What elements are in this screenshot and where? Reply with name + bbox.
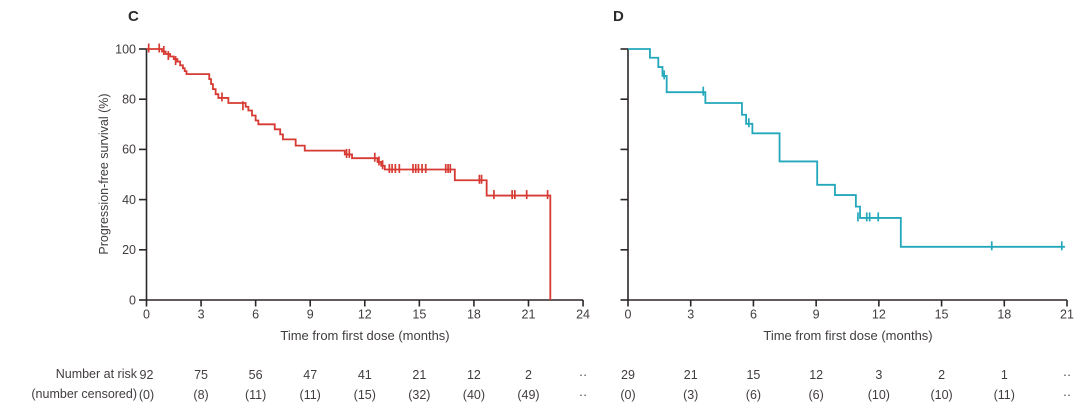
censored-value-d: (10) (868, 388, 890, 402)
y-tick-label-c: 100 (115, 42, 136, 56)
at-risk-value-d: 1 (1001, 368, 1008, 382)
at-risk-value-c: ·· (579, 368, 587, 382)
x-tick-label-c: 0 (143, 308, 150, 322)
at-risk-value-d: 21 (684, 368, 698, 382)
x-tick-label-d: 3 (687, 308, 694, 322)
y-tick-label-c: 0 (129, 293, 136, 307)
censored-value-c: (32) (408, 388, 430, 402)
at-risk-value-c: 41 (358, 368, 372, 382)
x-tick-label-d: 9 (813, 308, 820, 322)
at-risk-value-c: 12 (467, 368, 481, 382)
at-risk-value-d: 15 (746, 368, 760, 382)
at-risk-value-c: 21 (412, 368, 426, 382)
x-tick-label-c: 3 (198, 308, 205, 322)
x-axis-title-c: Time from first dose (months) (280, 328, 450, 343)
at-risk-value-c: 92 (140, 368, 154, 382)
x-tick-label-d: 21 (1060, 308, 1074, 322)
number-censored-label: (number censored) (31, 387, 137, 401)
at-risk-value-d: 3 (875, 368, 882, 382)
censored-value-c: (8) (193, 388, 208, 402)
at-risk-value-d: 29 (621, 368, 635, 382)
censored-value-c: (11) (300, 388, 321, 402)
x-tick-label-d: 6 (750, 308, 757, 322)
panel-label-d: D (613, 8, 624, 25)
censored-value-c: (15) (354, 388, 376, 402)
x-tick-label-c: 24 (576, 308, 590, 322)
x-tick-label-c: 18 (467, 308, 481, 322)
x-tick-label-d: 0 (625, 308, 632, 322)
censored-value-d: (10) (930, 388, 952, 402)
y-tick-label-c: 20 (122, 243, 136, 257)
at-risk-value-c: 75 (194, 368, 208, 382)
panel-label-c: C (128, 8, 139, 25)
censored-value-c: ·· (579, 388, 587, 402)
censored-value-d: (11) (994, 388, 1015, 402)
km-curve-d (628, 48, 1065, 248)
y-tick-label-c: 40 (122, 193, 136, 207)
x-tick-label-c: 21 (522, 308, 536, 322)
x-tick-label-c: 6 (252, 308, 259, 322)
censored-value-d: (6) (746, 388, 761, 402)
censored-value-c: (11) (245, 388, 266, 402)
km-curve-c (146, 48, 552, 300)
x-tick-label-c: 9 (307, 308, 314, 322)
y-tick-label-c: 80 (122, 93, 136, 107)
censored-value-c: (49) (517, 388, 539, 402)
censored-value-d: (6) (809, 388, 824, 402)
x-tick-label-c: 12 (358, 308, 372, 322)
x-tick-label-c: 15 (412, 308, 426, 322)
x-tick-label-d: 12 (872, 308, 886, 322)
at-risk-value-d: ·· (1063, 368, 1071, 382)
at-risk-value-c: 47 (303, 368, 317, 382)
at-risk-value-d: 2 (938, 368, 945, 382)
censored-value-c: (40) (463, 388, 485, 402)
censored-value-d: (0) (620, 388, 635, 402)
y-tick-label-c: 60 (122, 143, 136, 157)
at-risk-value-d: 12 (809, 368, 823, 382)
at-risk-value-c: 2 (525, 368, 532, 382)
censored-value-d: ·· (1063, 388, 1071, 402)
x-tick-label-d: 15 (935, 308, 949, 322)
x-axis-title-d: Time from first dose (months) (763, 328, 933, 343)
x-tick-label-d: 18 (997, 308, 1011, 322)
number-at-risk-label: Number at risk (55, 367, 137, 381)
censored-value-c: (0) (139, 388, 154, 402)
censored-value-d: (3) (683, 388, 698, 402)
at-risk-value-c: 56 (249, 368, 263, 382)
